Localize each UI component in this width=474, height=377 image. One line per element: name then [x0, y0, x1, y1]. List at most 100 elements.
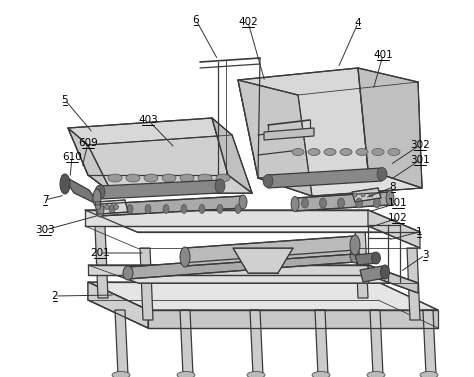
Polygon shape [68, 118, 228, 175]
Ellipse shape [180, 247, 190, 267]
Polygon shape [358, 68, 422, 188]
Polygon shape [238, 68, 368, 178]
Ellipse shape [180, 174, 194, 182]
Ellipse shape [108, 174, 122, 182]
Polygon shape [100, 180, 220, 199]
Ellipse shape [356, 198, 363, 208]
Ellipse shape [374, 198, 381, 208]
Polygon shape [62, 175, 101, 206]
Text: 201: 201 [90, 248, 110, 258]
Polygon shape [88, 282, 438, 310]
Polygon shape [95, 200, 128, 214]
Polygon shape [85, 210, 368, 226]
Polygon shape [268, 168, 382, 188]
Ellipse shape [350, 249, 360, 263]
Ellipse shape [216, 174, 230, 182]
Ellipse shape [372, 149, 384, 155]
Ellipse shape [247, 371, 265, 377]
Polygon shape [258, 170, 422, 196]
Ellipse shape [337, 198, 345, 208]
Polygon shape [370, 310, 383, 375]
Ellipse shape [340, 149, 352, 155]
Text: 303: 303 [35, 225, 55, 235]
Ellipse shape [96, 203, 104, 217]
Ellipse shape [162, 174, 176, 182]
Ellipse shape [127, 204, 133, 213]
Ellipse shape [324, 149, 336, 155]
Ellipse shape [381, 265, 390, 279]
Polygon shape [407, 248, 420, 320]
Polygon shape [85, 210, 420, 232]
Ellipse shape [109, 204, 115, 213]
Ellipse shape [388, 149, 400, 155]
Ellipse shape [372, 252, 381, 264]
Ellipse shape [386, 190, 394, 205]
Ellipse shape [123, 266, 133, 280]
Text: 3: 3 [422, 250, 428, 260]
Ellipse shape [60, 174, 70, 194]
Ellipse shape [198, 174, 212, 182]
Ellipse shape [356, 149, 368, 155]
Ellipse shape [291, 196, 299, 211]
Text: 402: 402 [238, 17, 258, 27]
Ellipse shape [312, 371, 330, 377]
Ellipse shape [217, 204, 223, 213]
Ellipse shape [420, 371, 438, 377]
Ellipse shape [292, 149, 304, 155]
Text: 8: 8 [390, 182, 396, 192]
Polygon shape [368, 210, 420, 248]
Ellipse shape [93, 189, 101, 207]
Polygon shape [95, 226, 108, 298]
Text: 2: 2 [52, 291, 58, 301]
Polygon shape [148, 310, 438, 328]
Ellipse shape [112, 371, 130, 377]
Text: 610: 610 [62, 152, 82, 162]
Ellipse shape [177, 371, 195, 377]
Ellipse shape [353, 193, 357, 197]
Polygon shape [355, 253, 378, 265]
Text: 302: 302 [410, 140, 430, 150]
Text: 301: 301 [410, 155, 430, 165]
Polygon shape [88, 175, 252, 193]
Polygon shape [180, 310, 193, 375]
Ellipse shape [181, 204, 187, 213]
Text: 101: 101 [388, 198, 408, 208]
Polygon shape [88, 282, 148, 328]
Ellipse shape [145, 204, 151, 213]
Polygon shape [88, 265, 418, 283]
Polygon shape [115, 310, 128, 375]
Ellipse shape [308, 149, 320, 155]
Polygon shape [140, 248, 153, 320]
Ellipse shape [95, 185, 105, 199]
Polygon shape [88, 265, 368, 275]
Polygon shape [298, 82, 422, 196]
Text: 4: 4 [355, 18, 361, 28]
Polygon shape [185, 236, 355, 266]
Ellipse shape [199, 204, 205, 213]
Polygon shape [352, 188, 381, 202]
Ellipse shape [239, 195, 247, 209]
Polygon shape [423, 310, 436, 375]
Ellipse shape [95, 204, 100, 210]
Ellipse shape [235, 204, 241, 213]
Text: 609: 609 [78, 138, 98, 148]
Polygon shape [88, 135, 252, 193]
Polygon shape [100, 196, 243, 216]
Ellipse shape [215, 179, 225, 193]
Ellipse shape [301, 198, 309, 208]
Ellipse shape [377, 167, 387, 181]
Polygon shape [250, 310, 263, 375]
Text: 6: 6 [193, 15, 199, 25]
Ellipse shape [367, 371, 385, 377]
Polygon shape [368, 265, 418, 293]
Ellipse shape [361, 193, 365, 197]
Ellipse shape [163, 204, 169, 213]
Polygon shape [264, 128, 314, 140]
Polygon shape [88, 282, 148, 328]
Text: 5: 5 [62, 95, 68, 105]
Text: 102: 102 [388, 213, 408, 223]
Ellipse shape [350, 235, 360, 255]
Polygon shape [68, 128, 112, 193]
Polygon shape [128, 250, 355, 279]
Ellipse shape [319, 198, 327, 208]
